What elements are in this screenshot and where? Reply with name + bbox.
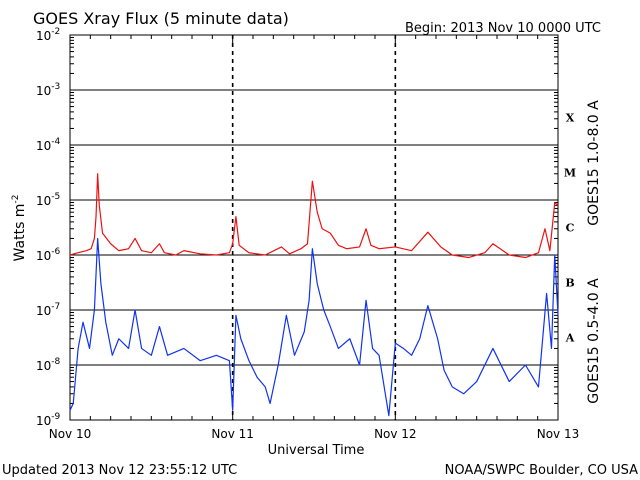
y-axis-label-exponent: -2 [11, 195, 21, 204]
chart-title: GOES Xray Flux (5 minute data) [33, 9, 289, 28]
flare-class-X: X [566, 112, 575, 125]
y-tick-exponent: -6 [51, 247, 60, 257]
gridlines [69, 34, 559, 421]
flare-class-B: B [565, 277, 574, 290]
series-line-1 [69, 237, 559, 417]
y-tick-label: 10-9 [36, 412, 61, 428]
flare-class-A: A [565, 332, 575, 345]
flare-class-labels: X M C B A [564, 112, 576, 345]
y-tick-base: 10 [36, 139, 51, 153]
y-tick-base: 10 [36, 194, 51, 208]
x-axis-label: Universal Time [268, 443, 365, 458]
updated-timestamp: Updated 2013 Nov 12 23:55:12 UTC [2, 463, 237, 478]
y-tick-exponent: -5 [51, 192, 60, 202]
y-tick-exponent: -4 [51, 137, 60, 147]
x-axis-tick-labels: Nov 10 Nov 11 Nov 12 Nov 13 [49, 427, 580, 441]
begin-label: Begin: 2013 Nov 10 0000 UTC [405, 21, 601, 36]
x-tick-label: Nov 13 [537, 427, 580, 441]
y-tick-label: 10-4 [36, 137, 61, 153]
y-tick-label: 10-7 [36, 302, 60, 318]
y-tick-base: 10 [36, 359, 51, 373]
y-tick-exponent: -2 [51, 27, 60, 37]
y-tick-label: 10-3 [36, 82, 60, 98]
legend-short-channel: GOES15 0.5-4.0 A [586, 278, 602, 404]
flare-class-C: C [566, 222, 575, 235]
flare-class-M: M [564, 167, 576, 180]
x-tick-label: Nov 10 [49, 427, 92, 441]
y-tick-exponent: -8 [51, 357, 60, 367]
x-tick-label: Nov 12 [374, 427, 417, 441]
y-tick-label: 10-8 [36, 357, 61, 373]
y-tick-exponent: -3 [51, 82, 60, 92]
legend-long-channel: GOES15 1.0-8.0 A [586, 100, 602, 226]
y-tick-base: 10 [36, 304, 51, 318]
plot-frame [69, 34, 559, 421]
y-axis-label-text: Watts m [12, 204, 28, 262]
y-tick-base: 10 [36, 29, 51, 43]
y-tick-base: 10 [36, 414, 51, 428]
x-tick-label: Nov 11 [211, 427, 254, 441]
y-tick-base: 10 [36, 84, 51, 98]
source-credit: NOAA/SWPC Boulder, CO USA [445, 463, 638, 478]
y-tick-label: 10-6 [36, 247, 61, 263]
y-tick-base: 10 [36, 249, 51, 263]
y-tick-label: 10-5 [36, 192, 60, 208]
y-tick-label: 10-2 [36, 27, 60, 43]
y-axis-label: Watts m-2 [11, 195, 28, 262]
y-axis-tick-labels: 10-910-810-710-610-510-410-310-2 [36, 27, 61, 428]
y-tick-exponent: -7 [51, 302, 60, 312]
series-lines [69, 173, 559, 417]
series-line-0 [69, 173, 559, 259]
y-tick-exponent: -9 [51, 412, 60, 422]
